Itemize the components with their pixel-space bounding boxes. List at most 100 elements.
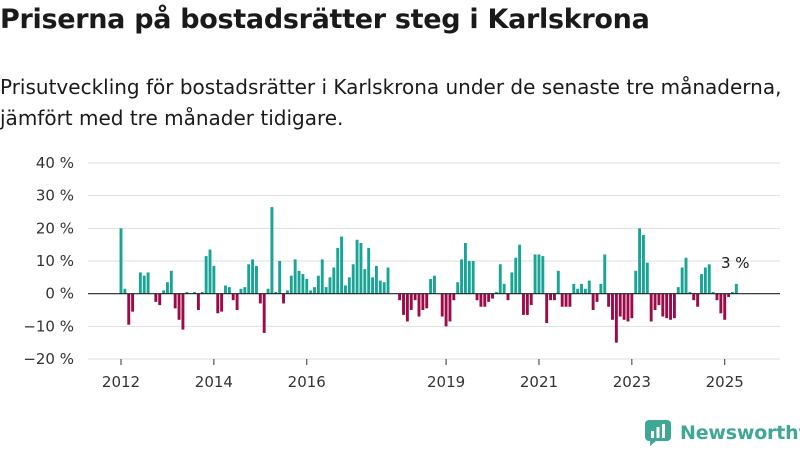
bar [278,261,282,294]
bar [734,283,738,294]
bar [591,293,595,310]
bar [676,287,680,294]
bar [638,228,642,294]
bar [165,282,169,294]
bar [572,283,576,294]
bar [564,293,568,307]
bar [409,293,413,310]
bar [119,228,123,294]
bar [224,285,227,294]
bar [181,293,185,330]
bar [220,293,224,312]
bar [614,293,618,343]
bar [212,265,216,294]
bar [255,265,258,294]
bar [297,270,301,294]
bar [680,267,684,294]
bar [440,293,444,317]
bar [208,249,212,294]
bar [645,262,649,294]
bar [158,293,162,306]
x-tick-label: 2014 [195,373,233,391]
bar [603,254,607,294]
bar [169,270,173,294]
bar [320,259,324,294]
bar [541,256,545,294]
bar [340,236,344,294]
bar [707,264,711,294]
bar [599,283,603,294]
bar [332,267,336,294]
bar [607,293,611,307]
bar [371,277,374,294]
newsworthy-logo[interactable]: Newsworthy [644,418,800,448]
bar [630,293,634,319]
bar [200,292,204,294]
bar [556,270,560,294]
bar [719,293,723,314]
bar [231,293,235,301]
bar [684,257,688,294]
bar [347,277,351,294]
bar [696,293,700,307]
bar [483,293,487,307]
bar [421,293,425,310]
bar [692,293,696,301]
bar [138,272,142,294]
bar [382,282,386,294]
bar [506,293,510,301]
bar [560,293,564,307]
bar [498,264,502,294]
bar [235,293,239,310]
bar [301,274,305,294]
bar [715,293,719,301]
bar [293,259,297,294]
bar [313,287,316,294]
bar [405,293,409,322]
bar [661,293,665,317]
bar [491,293,494,299]
bar [193,292,196,294]
bar [514,257,518,294]
latest-value-annotation: 3 % [721,254,750,272]
bar [479,293,483,307]
bar [529,293,533,306]
bar [525,293,529,315]
bar-chart: −20 %−10 %0 %10 %20 %30 %40 % 2012 2014 20… [23,154,780,391]
bar [270,207,274,294]
bar [146,272,150,294]
bar [460,259,464,294]
bar [328,277,332,294]
bar [703,267,707,294]
bar [154,293,158,302]
bar [452,293,456,301]
bar [227,287,231,294]
bar [595,293,599,302]
bar [398,293,402,301]
bar [731,292,734,294]
bar [444,293,448,327]
bar [243,287,247,294]
y-axis-labels: −20 % −10 % 0 % 10 % 20 % 30 % 40 % [23,154,74,368]
bar [549,293,553,301]
bar [316,275,320,294]
bar [522,293,525,315]
bar [173,293,177,309]
x-tick-label: 2021 [520,373,558,391]
bar [634,270,638,294]
y-tick-label: −10 % [23,317,74,335]
bar [626,293,630,322]
bar [688,292,692,294]
bar [711,292,715,294]
bar [471,261,475,294]
bar [386,267,390,294]
bar [533,254,537,294]
bar [429,278,433,294]
bar [344,285,347,294]
y-tick-label: 30 % [36,187,74,205]
bar [216,293,220,314]
bar [649,293,653,322]
bar [196,293,200,310]
bar [502,283,506,294]
bar [425,293,429,309]
